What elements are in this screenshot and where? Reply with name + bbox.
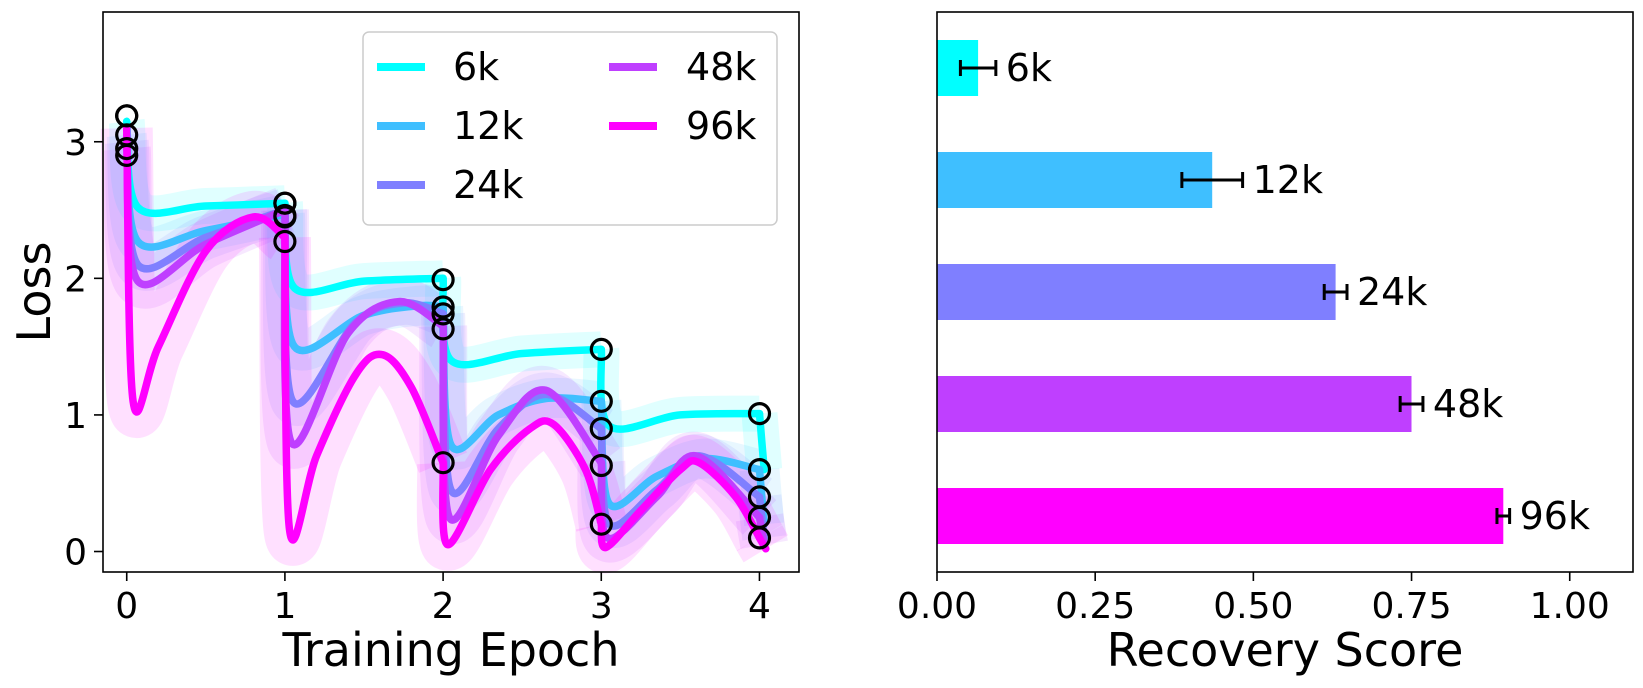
marker-24k-epoch-3	[589, 417, 613, 441]
marker-12k-epoch-2	[431, 295, 455, 319]
series-lines	[122, 117, 770, 553]
bar-24k	[937, 264, 1336, 320]
recovery-bar-chart: 6k 12k 24k 48k 96k 0.00 0.25 0.50 0.75 1.00 Reco…	[897, 11, 1634, 677]
x-tick-label-4: 4	[748, 586, 771, 627]
marker-96k-epoch-0	[115, 104, 139, 128]
y-tick-label-2: 2	[64, 259, 87, 300]
x-tick-label-0: 0	[115, 586, 138, 627]
x-axis-ticks: 0 1 2 3 4	[115, 572, 771, 627]
legend-label-6k: 6k	[453, 45, 499, 89]
marker-96k-epoch-1	[273, 191, 297, 215]
legend-box	[362, 31, 778, 226]
marker-96k-epoch-3	[589, 512, 613, 536]
marker-6k-epoch-3	[589, 337, 613, 361]
marker-48k-epoch-1	[273, 229, 297, 254]
line-6k-epoch-3	[597, 345, 764, 433]
marker-12k-epoch-3	[589, 389, 613, 413]
y-tick-label-1: 1	[64, 396, 87, 437]
marker-6k-epoch-4	[747, 402, 772, 426]
legend: 6k 12k 24k 48k 96k	[362, 31, 778, 226]
marker-12k-epoch-4	[747, 458, 772, 482]
marker-96k-epoch-2	[431, 451, 455, 475]
x-tick-label-0.25: 0.25	[1055, 586, 1135, 627]
line-96k-epoch-2	[439, 417, 606, 549]
x-tick-label-3: 3	[590, 586, 613, 627]
x-axis-ticks: 0.00 0.25 0.50 0.75 1.00	[897, 572, 1610, 627]
legend-label-12k: 12k	[453, 104, 523, 148]
marker-48k-epoch-3	[589, 453, 613, 478]
loss-line-chart: 0 1 2 3 4 0 1 2 3 Training Epoch Loss 6k 12k 24…	[7, 11, 800, 677]
x-tick-label-0.50: 0.50	[1213, 586, 1293, 627]
x-tick-label-0.00: 0.00	[897, 586, 977, 627]
bar-12k	[937, 152, 1213, 208]
x-axis-label: Recovery Score	[1107, 623, 1464, 677]
bar-label-24k: 24k	[1357, 270, 1427, 314]
epoch-markers	[115, 104, 772, 550]
y-axis-ticks: 0 1 2 3	[64, 123, 103, 574]
marker-96k-epoch-4	[747, 526, 772, 550]
line-96k-epoch-0	[122, 124, 289, 416]
x-tick-label-1.00: 1.00	[1530, 586, 1610, 627]
marker-24k-epoch-0	[115, 137, 139, 161]
legend-label-96k: 96k	[686, 104, 756, 148]
right-plot-frame	[936, 11, 1634, 573]
marker-24k-epoch-1	[273, 205, 297, 229]
y-tick-label-0: 0	[64, 533, 87, 574]
bar-48k	[937, 376, 1412, 432]
x-axis-label: Training Epoch	[282, 623, 620, 677]
y-tick-label-3: 3	[64, 123, 87, 164]
x-tick-label-2: 2	[432, 586, 455, 627]
bar-label-6k: 6k	[1006, 46, 1052, 90]
marker-48k-epoch-2	[431, 317, 455, 341]
bar-96k	[937, 488, 1504, 544]
line-96k-epoch-1	[281, 233, 447, 544]
legend-label-48k: 48k	[686, 45, 756, 89]
legend-label-24k: 24k	[453, 163, 523, 207]
marker-6k-epoch-2	[431, 268, 455, 292]
marker-48k-epoch-0	[115, 143, 139, 167]
marker-24k-epoch-2	[431, 302, 455, 326]
line-96k-epoch-3	[597, 457, 764, 552]
line-48k-epoch-2	[439, 322, 606, 524]
x-tick-label-0.75: 0.75	[1371, 586, 1451, 627]
line-6k-epoch-4	[755, 409, 768, 474]
bar-label-12k: 12k	[1253, 158, 1323, 202]
bars: 6k 12k 24k 48k 96k	[937, 40, 1590, 544]
line-96k-epoch-4	[755, 534, 770, 553]
x-tick-label-1: 1	[273, 586, 296, 627]
bar-label-48k: 48k	[1433, 382, 1503, 426]
left-plot-frame	[102, 11, 800, 573]
bar-label-96k: 96k	[1520, 494, 1590, 538]
y-axis-label: Loss	[7, 242, 61, 343]
